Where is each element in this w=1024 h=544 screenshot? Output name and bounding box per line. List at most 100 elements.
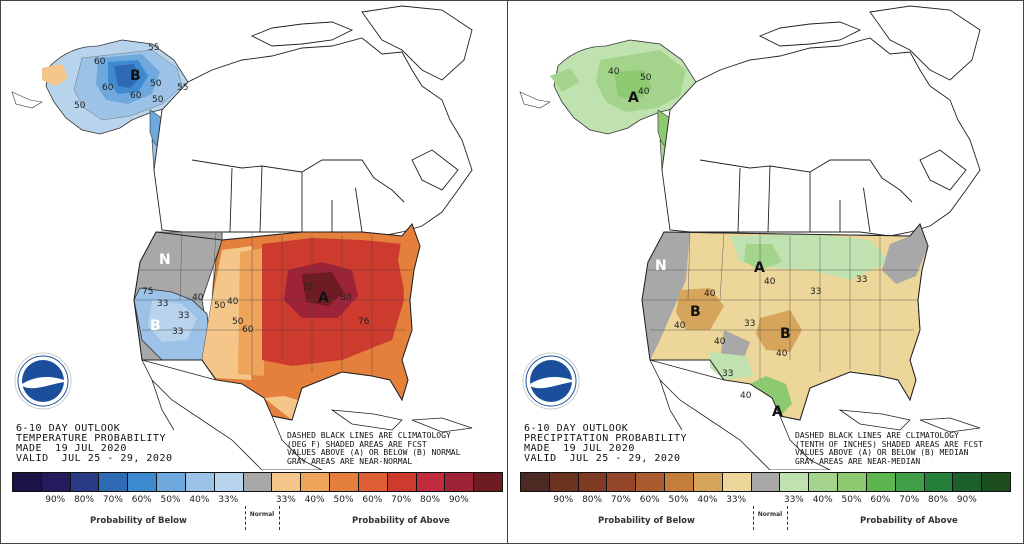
alaska [11, 39, 189, 171]
contour-label: 80 [340, 293, 352, 303]
legend-tick-label: 60% [362, 495, 383, 505]
map-letter: A [772, 404, 783, 420]
contour-label: 33 [157, 299, 168, 309]
legend-swatch [606, 472, 637, 492]
legend-tick-label: 50% [333, 495, 354, 505]
outlook-info: 6-10 DAY OUTLOOK PRECIPITATION PROBABILIT… [524, 423, 688, 464]
legend-swatch [184, 472, 215, 492]
legend-swatch [923, 472, 954, 492]
normal-divider [245, 506, 246, 530]
legend-tick-labels: 90% 80% 70% 60% 50% 40% 33% 33% 40% 50% 60% 70% 80% 9… [12, 495, 502, 505]
contour-label: 33 [810, 287, 821, 297]
legend-tick-label: 50% [160, 495, 181, 505]
contour-label: 60 [242, 325, 254, 335]
legend-tick-label: 70% [102, 495, 123, 505]
legend-tick-label [243, 495, 272, 505]
contour-label: 40 [638, 87, 650, 97]
legend-swatch [664, 472, 694, 492]
legend-tick-label: 60% [131, 495, 152, 505]
legend-swatch [548, 472, 579, 492]
contour-label: 33 [722, 369, 733, 379]
legend-swatch [156, 472, 186, 492]
contour-label: 55 [177, 83, 188, 93]
contour-label: 33 [172, 327, 183, 337]
legend-tick-label [751, 495, 780, 505]
legend-swatch [415, 472, 446, 492]
contour-label: 40 [674, 321, 686, 331]
legend-swatch [981, 472, 1012, 492]
contour-label: 76 [358, 317, 370, 327]
legend-tick-label: 90% [448, 495, 469, 505]
contour-label: 55 [148, 43, 159, 53]
contour-label: 50 [74, 101, 86, 111]
legend-tick-label [473, 495, 502, 505]
legend-swatch [837, 472, 867, 492]
canada [661, 5, 981, 237]
legend-swatch [779, 472, 810, 492]
legend-tick-label [520, 495, 549, 505]
contour-labels: 55 60 60 50 50 50 60 55 75 33 33 50 40 5… [74, 43, 370, 337]
contour-label: 60 [130, 91, 142, 101]
legend-tick-label: 40% [697, 495, 718, 505]
legend-swatch [98, 472, 129, 492]
legend-swatch [357, 472, 388, 492]
contour-label: 33 [744, 319, 755, 329]
contour-label: 40 [227, 297, 239, 307]
canada [153, 5, 473, 237]
legend-swatch [473, 472, 504, 492]
legend-tick-label: 40% [304, 495, 325, 505]
contour-label: 75 [142, 287, 153, 297]
legend-tick-label: 80% [928, 495, 949, 505]
legend-tick-label: 60% [639, 495, 660, 505]
legend-above-caption: Probability of Above [860, 516, 958, 526]
contour-label: 50 [214, 301, 226, 311]
legend-swatch [894, 472, 925, 492]
legend-swatch [577, 472, 608, 492]
contour-label: 33 [856, 275, 867, 285]
legend-tick-label: 70% [899, 495, 920, 505]
precipitation-map: A N A B B A 40 50 40 40 40 33 40 33 40 4… [519, 5, 981, 470]
contour-labels: 40 50 40 40 40 33 40 33 40 40 33 33 40 [608, 67, 867, 401]
map-letter: B [690, 304, 701, 320]
contour-label: 50 [152, 95, 164, 105]
legend-swatch [635, 472, 666, 492]
legend-swatch [750, 472, 781, 492]
contour-label: 33 [178, 311, 189, 321]
map-letter: A [628, 90, 639, 106]
legend-tick-label: 33% [218, 495, 239, 505]
map-letter: A [754, 260, 765, 276]
legend-tick-label: 80% [74, 495, 95, 505]
legend-tick-label: 80% [582, 495, 603, 505]
contour-label: 60 [94, 57, 106, 67]
legend-tick-label: 80% [420, 495, 441, 505]
color-legend [520, 472, 1012, 492]
legend-tick-label: 50% [841, 495, 862, 505]
legend-tick-label: 70% [391, 495, 412, 505]
legend-tick-label: 70% [610, 495, 631, 505]
legend-swatch [12, 472, 42, 492]
noaa-logo-icon [14, 352, 72, 410]
map-letter: B [780, 326, 791, 342]
legend-below-caption: Probability of Below [90, 516, 187, 526]
legend-swatch [40, 472, 71, 492]
mexico [141, 359, 473, 470]
legend-swatch [242, 472, 273, 492]
contour-label: 50 [232, 317, 244, 327]
contour-label: 40 [714, 337, 726, 347]
legend-swatch [952, 472, 983, 492]
normal-divider [279, 506, 280, 530]
legend-normal-caption: Normal [757, 511, 783, 518]
legend-swatch [444, 472, 475, 492]
contour-label: 40 [764, 277, 776, 287]
outlook-info: 6-10 DAY OUTLOOK TEMPERATURE PROBABILITY M… [16, 423, 173, 464]
contiguous-us [641, 223, 929, 421]
contour-label: 75 [302, 283, 313, 293]
legend-swatch [520, 472, 550, 492]
legend-below-caption: Probability of Below [598, 516, 695, 526]
map-letter: A [318, 290, 329, 306]
legend-tick-label: 90% [956, 495, 977, 505]
legend-tick-label [12, 495, 41, 505]
map-notes: DASHED BLACK LINES ARE CLIMATOLOGY (DEG F… [287, 431, 461, 466]
contour-label: 60 [102, 83, 114, 93]
contour-label: 50 [640, 73, 652, 83]
